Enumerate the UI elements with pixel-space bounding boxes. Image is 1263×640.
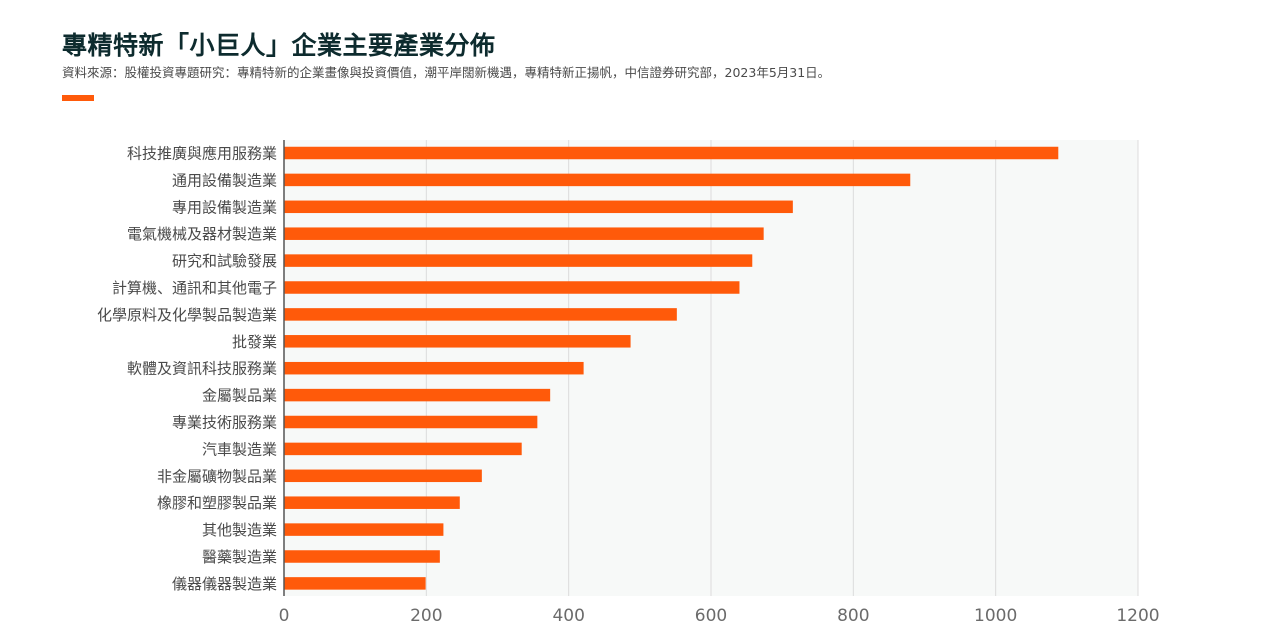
- bar: [284, 442, 522, 456]
- accent-bar: [62, 95, 94, 101]
- category-label: 科技推廣與應用服務業: [127, 145, 277, 163]
- category-label: 汽車製造業: [202, 440, 277, 458]
- bar: [284, 173, 911, 187]
- category-label: 金屬製品業: [202, 387, 277, 405]
- category-label: 電氣機械及器材製造業: [127, 225, 277, 243]
- bar: [284, 388, 551, 402]
- x-tick-label: 0: [279, 606, 290, 626]
- x-tick-label: 200: [410, 606, 442, 626]
- category-label: 橡膠和塑膠製品業: [157, 494, 277, 512]
- chart-title: 專精特新「小巨人」企業主要產業分佈: [62, 31, 496, 60]
- bar: [284, 523, 444, 536]
- bar: [284, 577, 426, 590]
- bar: [284, 227, 764, 240]
- bar: [284, 335, 631, 348]
- category-label: 其他製造業: [202, 521, 277, 539]
- category-label: 通用設備製造業: [172, 171, 277, 189]
- bar: [284, 146, 1059, 160]
- category-label: 專用設備製造業: [172, 198, 277, 216]
- x-tick-label: 600: [695, 606, 727, 626]
- category-label: 非金屬礦物製品業: [157, 467, 277, 485]
- category-label: 軟體及資訊科技服務業: [127, 360, 277, 378]
- category-label: 計算機、通訊和其他電子: [112, 279, 277, 297]
- x-tick-label: 400: [552, 606, 584, 626]
- x-tick-label: 800: [837, 606, 869, 626]
- chart-source-note: 資料來源：股權投資專題研究：專精特新的企業畫像與投資價值，潮平岸闊新機遇，專精特…: [62, 65, 831, 80]
- bar: [284, 281, 740, 294]
- category-label: 醫藥製造業: [202, 548, 277, 566]
- category-label: 化學原料及化學製品製造業: [97, 306, 277, 324]
- bar: [284, 415, 538, 429]
- category-label: 儀器儀器製造業: [172, 575, 277, 593]
- category-label: 專業技術服務業: [172, 414, 277, 432]
- bar: [284, 200, 793, 214]
- bar: [284, 469, 482, 483]
- x-tick-label: 1000: [974, 606, 1017, 626]
- bar: [284, 550, 440, 563]
- bar: [284, 496, 460, 509]
- bar: [284, 361, 584, 375]
- category-label: 研究和試驗發展: [172, 252, 277, 270]
- bar: [284, 308, 677, 321]
- x-tick-label: 1200: [1116, 606, 1159, 626]
- category-label: 批發業: [232, 333, 277, 351]
- bar: [284, 254, 753, 267]
